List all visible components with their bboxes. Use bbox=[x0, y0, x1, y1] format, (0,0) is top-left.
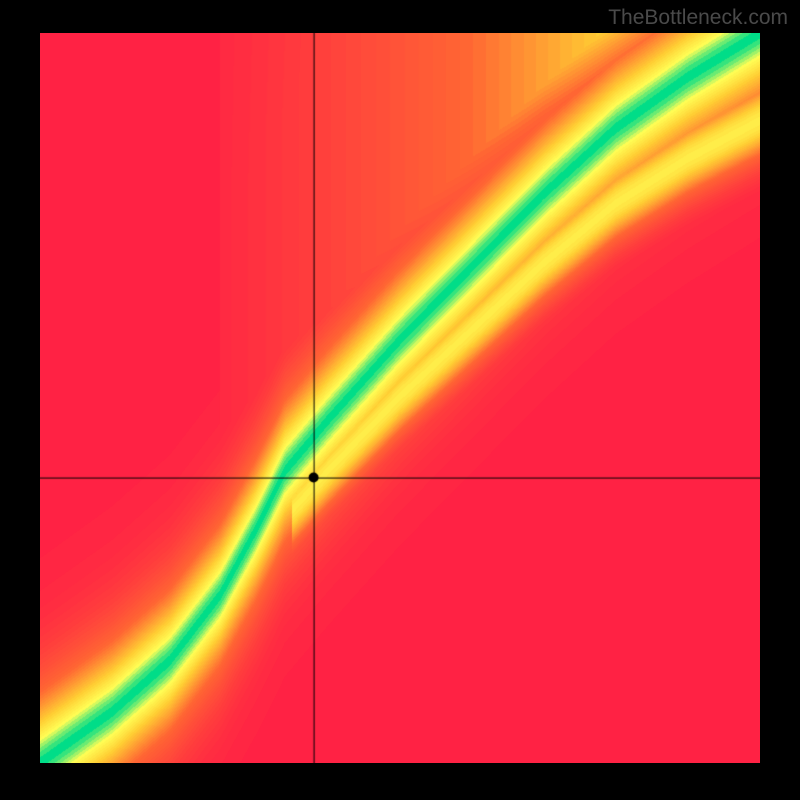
heatmap-plot bbox=[40, 33, 760, 763]
heatmap-canvas bbox=[40, 33, 760, 763]
watermark-text: TheBottleneck.com bbox=[608, 6, 788, 30]
chart-container: TheBottleneck.com bbox=[0, 0, 800, 800]
